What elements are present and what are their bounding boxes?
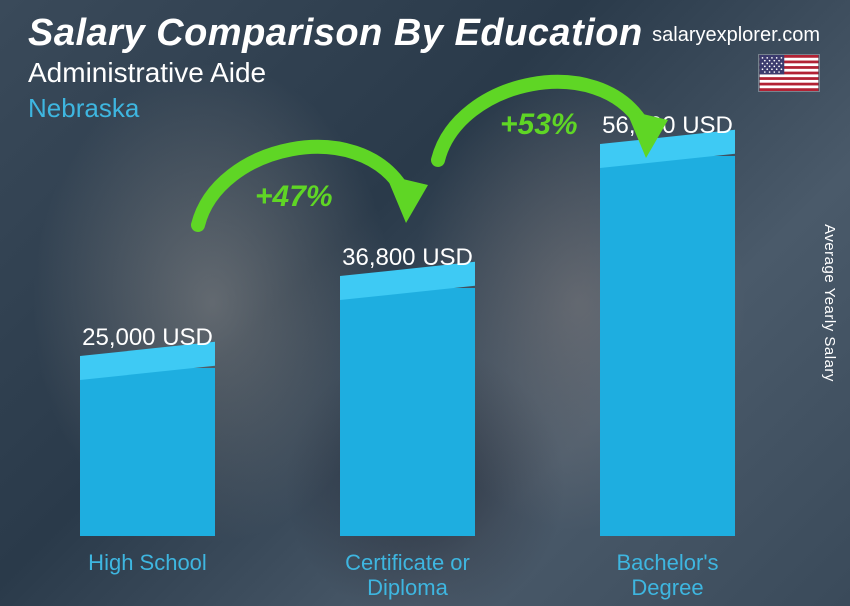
growth-percentage-label: +53% bbox=[500, 108, 578, 142]
bar-value-label: 25,000 USD bbox=[82, 324, 213, 352]
us-flag-icon bbox=[758, 54, 820, 92]
bar-front-face bbox=[600, 156, 735, 536]
bar-0: 25,000 USDHigh School bbox=[80, 368, 215, 536]
bar-category-label: High School bbox=[88, 550, 207, 575]
bar-category-label: Certificate orDiploma bbox=[345, 550, 470, 601]
bar-1: 36,800 USDCertificate orDiploma bbox=[340, 288, 475, 536]
bar-front-face bbox=[340, 288, 475, 536]
bar-front-face bbox=[80, 368, 215, 536]
bar-2: 56,400 USDBachelor'sDegree bbox=[600, 156, 735, 536]
y-axis-label: Average Yearly Salary bbox=[821, 224, 838, 382]
bar-category-label: Bachelor'sDegree bbox=[616, 550, 718, 601]
growth-percentage-label: +47% bbox=[255, 180, 333, 214]
